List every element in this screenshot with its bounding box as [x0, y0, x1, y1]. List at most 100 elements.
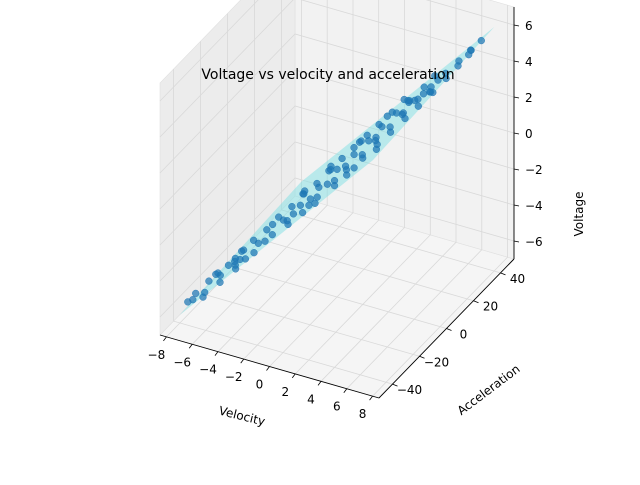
x-tick-label: 2: [281, 385, 289, 399]
data-point-1: [192, 289, 200, 298]
x-tick-mark: [291, 373, 296, 379]
y-axis-label: Acceleration: [455, 362, 523, 418]
z-tick-label: −2: [525, 163, 543, 177]
z-tick-label: 2: [525, 91, 533, 105]
y-tick-mark: [500, 272, 506, 276]
x-tick-label: −8: [148, 348, 166, 362]
data-point-60: [414, 102, 422, 110]
data-point-28: [315, 183, 323, 191]
data-point-85: [419, 90, 428, 98]
z-tick-label: −6: [525, 235, 543, 249]
y-tick-label: 20: [483, 300, 498, 314]
y-tick-label: −20: [424, 355, 449, 369]
data-point-76: [330, 181, 339, 190]
x-grid-line: [269, 0, 405, 367]
data-point-99: [467, 46, 475, 54]
data-point-16: [254, 239, 262, 247]
data-point-50: [343, 171, 351, 179]
data-point-84: [411, 96, 419, 105]
x-grid-line: [295, 0, 431, 375]
data-point-81: [357, 137, 365, 145]
data-point-98: [434, 76, 442, 84]
data-point-36: [350, 150, 358, 159]
x-tick-mark: [317, 381, 322, 386]
x-tick-mark: [163, 336, 167, 342]
y-tick-label: −40: [397, 383, 422, 397]
x-grid-line: [243, 0, 380, 360]
z-tick-mark: [513, 60, 520, 63]
data-point-95: [341, 162, 350, 170]
data-point-67: [239, 246, 248, 254]
x-tick-mark: [240, 358, 245, 364]
z-grid-line: [159, 141, 515, 282]
y-tick-mark: [392, 383, 398, 387]
x-tick-label: −6: [173, 355, 191, 369]
z-axis-label: Voltage: [572, 191, 586, 236]
data-point-79: [301, 187, 309, 195]
data-point-88: [212, 270, 220, 278]
x-tick-mark: [188, 344, 193, 349]
data-point-78: [372, 145, 381, 153]
y-grid-line: [173, 69, 393, 385]
z-tick-mark: [513, 132, 520, 135]
x-grid-line: [372, 5, 509, 397]
z-grid-line: [159, 0, 515, 102]
data-point-25: [338, 154, 346, 163]
x-axis-label: Velocity: [217, 404, 266, 429]
data-point-64: [442, 74, 450, 83]
data-point-46: [420, 83, 428, 91]
x-grid-line: [191, 0, 328, 345]
x-tick-label: 8: [359, 407, 367, 421]
x-grid-line: [217, 0, 354, 352]
data-point-7: [224, 261, 233, 269]
data-point-26: [289, 210, 298, 218]
x-tick-label: −2: [225, 370, 243, 384]
data-point-6: [199, 293, 207, 301]
data-point-93: [261, 237, 269, 245]
y-tick-mark: [473, 300, 479, 304]
x-tick-label: 4: [307, 392, 315, 406]
data-point-94: [283, 217, 291, 225]
data-point-10: [216, 278, 224, 286]
x-tick-label: 6: [333, 400, 341, 414]
z-tick-mark: [513, 204, 520, 207]
data-point-56: [386, 128, 395, 136]
y-tick-label: 40: [510, 272, 525, 286]
z-grid-line: [159, 69, 515, 210]
x-grid-line: [346, 0, 483, 389]
data-point-65: [454, 62, 462, 70]
z-tick-label: 6: [525, 19, 533, 33]
data-point-3: [205, 277, 213, 285]
x-tick-label: −4: [199, 363, 217, 377]
data-point-52: [359, 154, 367, 162]
chart-grid: [159, 0, 515, 397]
data-point-80: [327, 162, 335, 170]
data-point-91: [231, 261, 239, 269]
data-point-32: [333, 165, 341, 173]
data-point-75: [311, 199, 319, 207]
data-point-77: [350, 164, 358, 172]
data-point-22: [268, 231, 276, 239]
data-point-68: [268, 220, 277, 229]
data-point-24: [296, 201, 305, 209]
z-tick-mark: [513, 240, 520, 243]
z-grid-line: [159, 0, 515, 138]
data-point-2: [189, 296, 197, 304]
z-tick-mark: [513, 168, 520, 171]
chart-axes: [159, 7, 520, 401]
z-tick-mark: [513, 96, 520, 99]
x-tick-mark: [343, 388, 348, 393]
z-grid-line: [159, 105, 515, 246]
data-point-40: [378, 123, 386, 131]
data-point-39: [313, 193, 321, 201]
y-tick-mark: [419, 355, 425, 359]
data-point-34: [323, 180, 332, 188]
x-tick-mark: [214, 351, 219, 356]
data-point-38: [365, 137, 373, 145]
x-grid-line: [320, 0, 457, 382]
data-point-74: [305, 201, 313, 209]
data-point-13: [263, 226, 271, 234]
